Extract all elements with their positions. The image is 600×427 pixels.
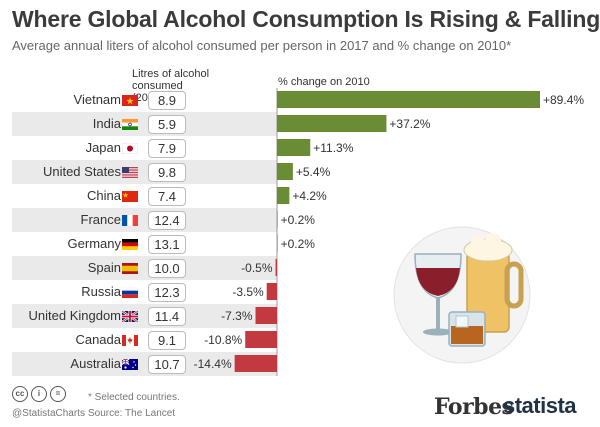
change-bar xyxy=(266,283,277,300)
wine-glass-base xyxy=(423,328,453,336)
change-label: -10.8% xyxy=(204,333,242,347)
france-flag-icon xyxy=(122,215,138,226)
country-label: China xyxy=(87,188,121,203)
litres-value: 8.9 xyxy=(148,91,186,110)
country-label: Germany xyxy=(67,236,121,251)
country-row: Japan 7.9 xyxy=(12,136,277,160)
change-label: +5.4% xyxy=(296,165,331,179)
litres-value: 9.8 xyxy=(148,163,186,182)
attribution-icon: i xyxy=(31,386,47,402)
litres-value: 12.4 xyxy=(148,211,186,230)
creative-commons-icon: cc xyxy=(12,386,28,402)
country-label: Australia xyxy=(70,356,121,371)
country-row: United States 9.8 xyxy=(12,160,277,184)
ice-cube xyxy=(455,315,469,328)
litres-value: 12.3 xyxy=(148,283,186,302)
australia-flag-icon xyxy=(122,359,138,370)
change-label: +0.2% xyxy=(281,237,316,251)
change-label: -3.5% xyxy=(232,285,264,299)
bars-group: +89.4% +37.2% +11.3% +5.4% +4.2% +0.2% +0.2% -0… xyxy=(194,91,584,372)
chart-title: Where Global Alcohol Consumption Is Risi… xyxy=(12,6,600,32)
litres-value: 7.9 xyxy=(148,139,186,158)
litres-value: 10.0 xyxy=(148,259,186,278)
litres-value: 13.1 xyxy=(148,235,186,254)
litres-value: 5.9 xyxy=(148,115,186,134)
country-label: United Kingdom xyxy=(28,308,122,323)
country-row: India 5.9 xyxy=(12,112,277,136)
statista-handle: @StatistaCharts xyxy=(12,408,85,419)
japan-flag-icon xyxy=(122,143,138,154)
change-label: +11.3% xyxy=(313,141,353,155)
change-bar xyxy=(277,235,278,252)
change-label: +37.2% xyxy=(389,117,430,131)
country-row: Germany 13.1 xyxy=(12,232,277,256)
country-row: Russia 12.3 xyxy=(12,280,277,304)
country-label: Japan xyxy=(85,140,121,155)
country-row: France 12.4 xyxy=(12,208,277,232)
country-label: Russia xyxy=(81,284,121,299)
change-bar xyxy=(255,307,277,324)
country-label: Vietnam xyxy=(73,92,121,107)
change-bar xyxy=(277,187,290,204)
country-rows: Vietnam 8.9 India 5.9 Japan 7.9 United States 9… xyxy=(12,88,277,376)
footnote: * Selected countries. xyxy=(88,392,180,403)
chart-subtitle: Average annual liters of alcohol consume… xyxy=(12,38,512,53)
change-label: -0.5% xyxy=(241,261,273,275)
change-bar xyxy=(277,211,278,228)
canada-flag-icon xyxy=(122,335,138,346)
germany-flag-icon xyxy=(122,239,138,250)
china-flag-icon xyxy=(122,191,138,202)
country-row: United Kingdom 11.4 xyxy=(12,304,277,328)
country-row: Spain 10.0 xyxy=(12,256,277,280)
whiskey-liquid xyxy=(451,326,483,344)
litres-value: 7.4 xyxy=(148,187,186,206)
change-bar xyxy=(234,355,277,372)
country-row: Canada 9.1 xyxy=(12,328,277,352)
change-bar xyxy=(277,163,293,180)
russia-flag-icon xyxy=(122,287,138,298)
change-bar xyxy=(277,139,311,156)
beer-mug-handle xyxy=(504,261,524,309)
forbes-logo: Forbes xyxy=(434,394,514,420)
uk-flag-icon xyxy=(122,311,138,322)
change-label: -14.4% xyxy=(194,357,232,371)
change-column-header: % change on 2010 xyxy=(278,76,370,88)
country-row: China 7.4 xyxy=(12,184,277,208)
change-label: +89.4% xyxy=(543,93,584,107)
no-derivatives-icon: = xyxy=(50,386,66,402)
change-bar xyxy=(275,259,277,276)
change-bar xyxy=(245,331,277,348)
india-flag-icon xyxy=(122,119,138,130)
country-label: France xyxy=(80,212,121,227)
litres-value: 10.7 xyxy=(148,355,186,374)
change-bar xyxy=(277,115,387,132)
country-row: Australia 10.7 xyxy=(12,352,277,376)
wine-liquid xyxy=(416,268,460,296)
vietnam-flag-icon xyxy=(122,95,138,106)
beer-foam-bubble xyxy=(485,233,501,249)
country-row: Vietnam 8.9 xyxy=(12,88,277,112)
change-label: +4.2% xyxy=(292,189,327,203)
country-label: United States xyxy=(42,164,121,179)
us-flag-icon xyxy=(122,167,138,178)
spain-flag-icon xyxy=(122,263,138,274)
litres-value: 11.4 xyxy=(148,307,186,326)
source-text: Source: The Lancet xyxy=(88,408,176,419)
statista-logo: statista xyxy=(503,393,577,418)
drinks-illustration xyxy=(393,226,531,364)
country-label: Canada xyxy=(75,332,121,347)
country-label: Spain xyxy=(87,260,121,275)
litres-value: 9.1 xyxy=(148,331,186,350)
change-bar xyxy=(277,91,540,108)
beer-foam-bubble xyxy=(471,236,485,250)
country-label: India xyxy=(92,116,121,131)
wine-glass-stem xyxy=(436,297,440,329)
change-label: +0.2% xyxy=(281,213,316,227)
change-label: -7.3% xyxy=(221,309,253,323)
